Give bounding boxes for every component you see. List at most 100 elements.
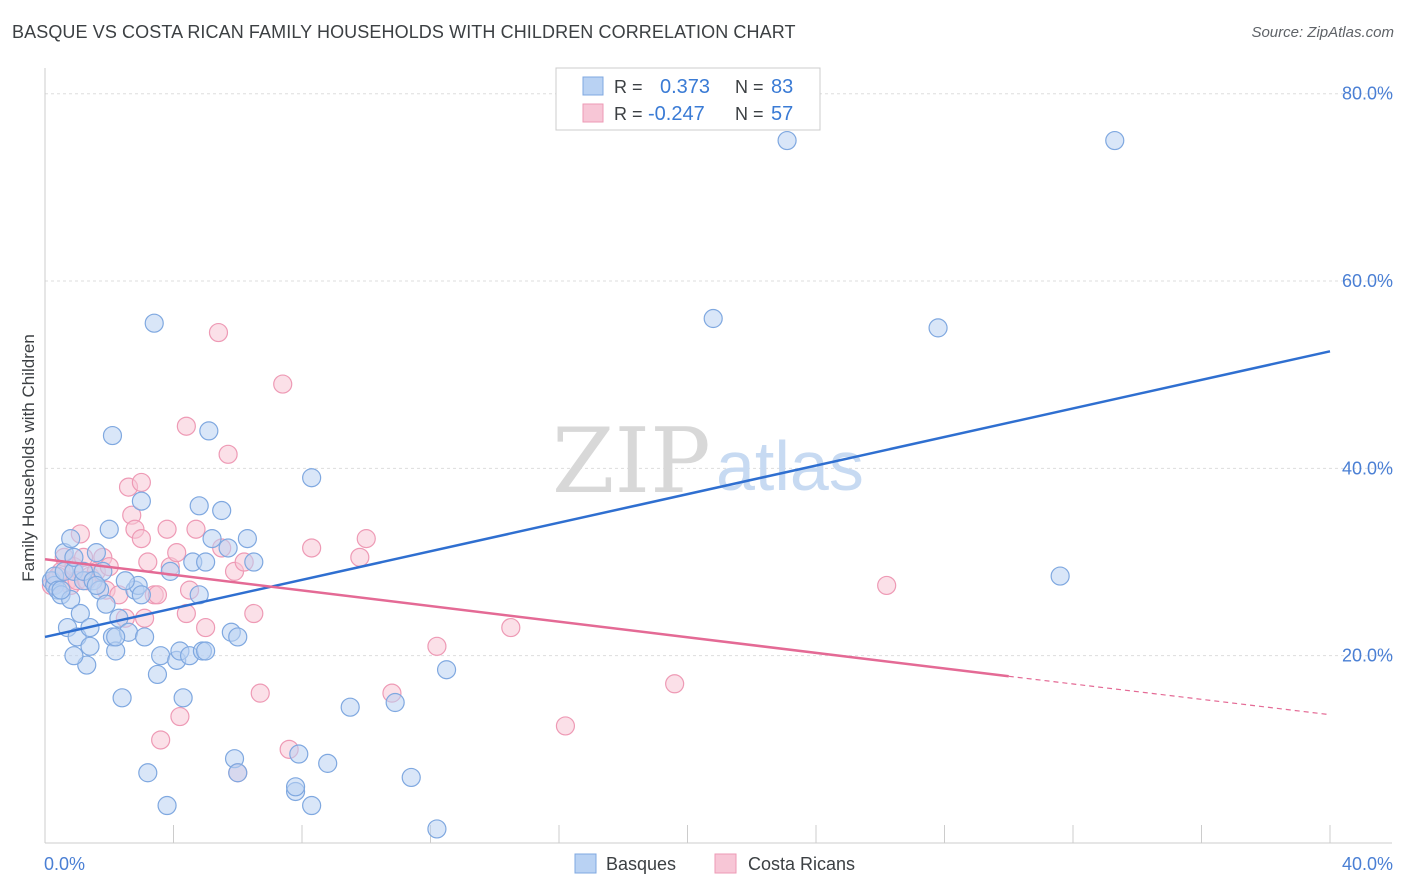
- basques-point: [106, 627, 126, 647]
- basques-point: [102, 425, 123, 446]
- basques-point: [134, 627, 155, 647]
- basques-point: [703, 308, 723, 329]
- costa-ricans-point: [356, 529, 376, 549]
- basques-point: [151, 646, 171, 666]
- costa-ricans-point: [250, 683, 270, 703]
- costa-ricans-point: [555, 716, 576, 736]
- costa-ricans-point: [877, 575, 897, 596]
- legend-costa-ricans-label: Costa Ricans: [748, 854, 855, 874]
- basques-point: [385, 692, 405, 713]
- basques-point: [77, 655, 97, 675]
- costa-ricans-point: [131, 472, 151, 493]
- y-tick-label: 80.0%: [1342, 84, 1393, 104]
- basques-point: [86, 575, 107, 596]
- basques-point: [196, 552, 216, 572]
- stats-blue-swatch: [582, 76, 604, 96]
- costa-ricans-point: [501, 617, 521, 638]
- stats-pink-n-value: 57: [771, 103, 793, 125]
- basques-point: [218, 538, 238, 558]
- basques-point: [318, 753, 338, 773]
- basques-point: [340, 697, 360, 717]
- y-tick-label: 40.0%: [1342, 458, 1393, 478]
- costa-ricans-point: [350, 547, 370, 567]
- stats-pink-swatch: [582, 103, 604, 123]
- costa-ricans-point: [138, 552, 158, 572]
- basques-point: [61, 529, 81, 549]
- basques-point: [928, 318, 948, 338]
- basques-point: [228, 763, 248, 783]
- watermark: ZIP atlas: [552, 409, 864, 514]
- costa-ricans-point: [208, 322, 229, 343]
- axes: [44, 68, 1392, 844]
- costa-ricans-point: [151, 730, 171, 750]
- basques-point: [173, 688, 193, 708]
- basques-point: [144, 313, 164, 333]
- basques-point: [196, 641, 216, 661]
- basques-point: [64, 646, 84, 666]
- costa-ricans-point: [157, 519, 177, 539]
- basques-point: [147, 664, 168, 685]
- chart-title: BASQUE VS COSTA RICAN FAMILY HOUSEHOLDS …: [12, 22, 796, 42]
- costa-ricans-point: [302, 538, 322, 558]
- basques-point: [99, 519, 119, 539]
- stats-pink-r-label: R =: [614, 104, 643, 124]
- basques-point: [112, 688, 132, 708]
- x-tick-label-max: 40.0%: [1342, 854, 1393, 874]
- costa-ricans-point: [665, 674, 685, 694]
- watermark-atlas: atlas: [716, 427, 864, 505]
- costa-ricans-point: [186, 519, 206, 539]
- costa-ricans-point: [427, 636, 447, 656]
- basques-point: [302, 795, 322, 816]
- basques-point: [199, 421, 219, 441]
- basques-point: [228, 627, 248, 647]
- costa-ricans-trend-line: [44, 557, 1009, 678]
- y-axis-label: Family Households with Children: [19, 334, 38, 582]
- basques-point: [70, 603, 90, 624]
- basques-trend-line: [44, 350, 1331, 639]
- basques-point: [401, 767, 421, 788]
- basques-point: [138, 763, 158, 783]
- costa-ricans-point: [131, 529, 151, 549]
- basques-point: [131, 585, 151, 605]
- costa-ricans-point: [273, 374, 293, 394]
- basques-point: [157, 795, 177, 816]
- costa-ricans-points: [41, 322, 897, 783]
- trend-lines: [44, 350, 1331, 716]
- basques-point: [51, 580, 71, 600]
- legend-basques-swatch: [574, 853, 597, 874]
- x-tick-labels: 0.0% 40.0%: [44, 854, 1393, 874]
- costa-ricans-point: [167, 543, 187, 563]
- basques-point: [244, 552, 264, 572]
- stats-blue-n-label: N =: [735, 77, 764, 97]
- basques-point: [212, 500, 232, 521]
- costa-ricans-trend-extension: [1008, 675, 1331, 716]
- basques-point: [237, 529, 257, 549]
- costa-ricans-point: [170, 706, 190, 727]
- basques-point: [1105, 130, 1125, 151]
- basques-point: [1050, 566, 1070, 586]
- basques-point: [96, 594, 116, 614]
- y-tick-label: 60.0%: [1342, 271, 1393, 291]
- costa-ricans-point: [147, 585, 168, 605]
- legend-basques-label: Basques: [606, 854, 676, 874]
- y-tick-labels: 20.0% 40.0% 60.0% 80.0%: [1342, 84, 1393, 666]
- costa-ricans-point: [134, 608, 155, 628]
- stats-blue-r-value: 0.373: [660, 76, 710, 98]
- watermark-zip: ZIP: [552, 409, 711, 514]
- basques-point: [80, 636, 100, 656]
- basques-point: [302, 468, 322, 488]
- basques-point: [160, 561, 180, 581]
- x-tick-label-min: 0.0%: [44, 854, 85, 874]
- basques-point: [285, 777, 306, 797]
- basques-point: [189, 496, 209, 516]
- basques-point: [436, 660, 457, 680]
- basques-point: [131, 491, 151, 511]
- basques-point: [777, 130, 797, 151]
- legend: Basques Costa Ricans: [574, 853, 855, 874]
- costa-ricans-point: [176, 416, 196, 436]
- costa-ricans-point: [218, 444, 238, 464]
- stats-blue-n-value: 83: [771, 76, 793, 98]
- costa-ricans-point: [244, 603, 264, 624]
- stats-blue-r-label: R =: [614, 77, 643, 97]
